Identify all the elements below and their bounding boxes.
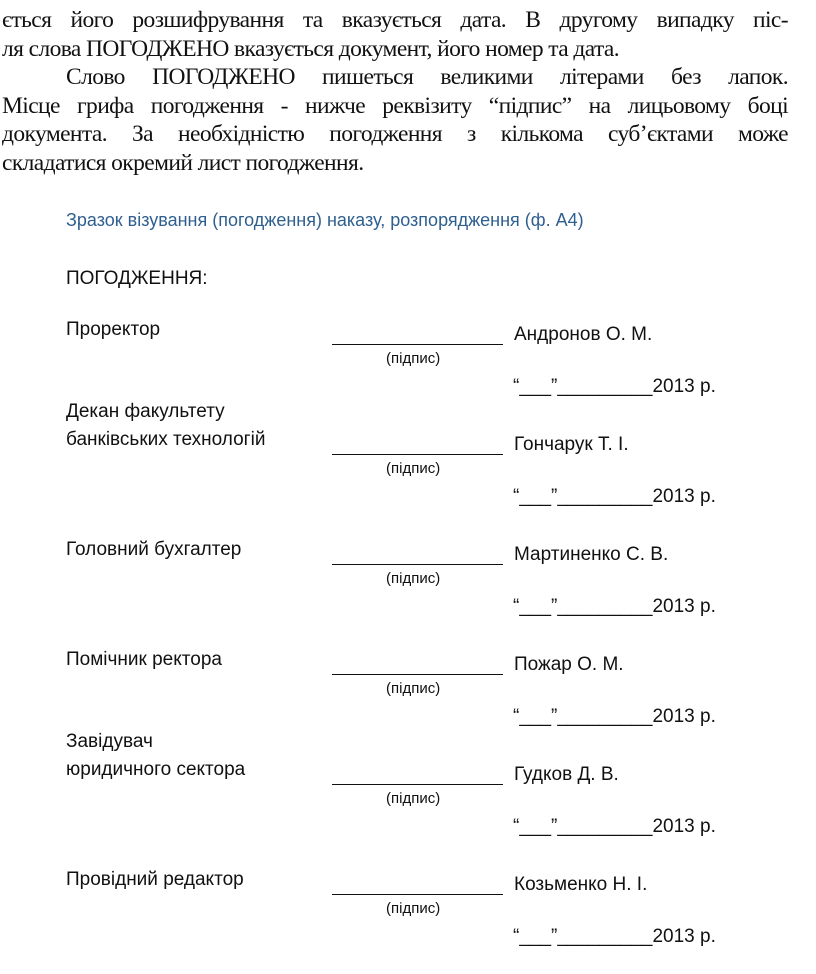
signature-label: (підпис) (386, 900, 441, 917)
approver-name: Гудков Д. В. (514, 764, 619, 785)
signature-line (332, 564, 503, 565)
approver-name: Гончарук Т. І. (514, 434, 629, 455)
text-line: ється його розшифрування та вказується д… (2, 7, 789, 33)
position-line: Помічник ректора (66, 649, 222, 670)
signature-label: (підпис) (386, 790, 441, 807)
approval-date: “___”_________2013 р. (513, 706, 716, 727)
approval-block: Проректор Андронов О. М. (підпис) “___”_… (0, 319, 816, 424)
approval-block: Декан факультету банківських технологій Г… (0, 401, 816, 534)
approver-position: Проректор (66, 316, 160, 344)
position-line: юридичного сектора (66, 759, 246, 780)
approver-position: Помічник ректора (66, 646, 222, 674)
approval-block: Провідний редактор Козьменко Н. І. (підп… (0, 869, 816, 974)
approver-position: Завідувач юридичного сектора (66, 728, 245, 784)
signature-line (332, 454, 503, 455)
approval-date: “___”_________2013 р. (513, 376, 716, 397)
signature-line (332, 344, 503, 345)
approval-heading: ПОГОДЖЕННЯ: (66, 268, 208, 289)
signature-label: (підпис) (386, 460, 441, 477)
text-line: Місце грифа погодження - нижче реквізиту… (2, 92, 789, 119)
text-line: Слово ПОГОДЖЕНО пишеться великими літера… (66, 64, 789, 91)
text-line: документа. За необхідністю погодження з … (2, 121, 789, 148)
approver-position: Провідний редактор (66, 866, 244, 894)
position-line: Проректор (66, 319, 161, 340)
approval-date: “___”_________2013 р. (513, 596, 716, 617)
approver-name: Пожар О. М. (514, 654, 624, 675)
signature-label: (підпис) (386, 570, 441, 587)
approver-name: Козьменко Н. І. (514, 874, 648, 895)
position-line: Головний бухгалтер (66, 539, 242, 560)
approver-position: Декан факультету банківських технологій (66, 398, 265, 454)
text-line: ля слова ПОГОДЖЕНО вказується документ, … (2, 35, 620, 62)
approval-block: Завідувач юридичного сектора Гудков Д. В.… (0, 731, 816, 864)
approval-date: “___”_________2013 р. (513, 486, 716, 507)
approval-date: “___”_________2013 р. (513, 926, 716, 947)
signature-line (332, 894, 503, 895)
intro-paragraph: ється його розшифрування та вказується д… (2, 6, 789, 178)
approver-name: Мартиненко С. В. (514, 544, 669, 565)
approval-block: Помічник ректора Пожар О. М. (підпис) “_… (0, 649, 816, 754)
position-line: Завідувач (66, 731, 153, 752)
position-line: банківських технологій (66, 429, 266, 450)
approval-date: “___”_________2013 р. (513, 816, 716, 837)
position-line: Провідний редактор (66, 869, 244, 890)
text-line: складатися окремий лист погодження. (2, 149, 364, 176)
signature-label: (підпис) (386, 350, 441, 367)
signature-label: (підпис) (386, 680, 441, 697)
signature-line (332, 784, 503, 785)
approval-block: Головний бухгалтер Мартиненко С. В. (під… (0, 539, 816, 644)
approver-position: Головний бухгалтер (66, 536, 241, 564)
sample-caption: Зразок візування (погодження) наказу, ро… (66, 210, 584, 230)
position-line: Декан факультету (66, 401, 225, 422)
approver-name: Андронов О. М. (514, 324, 653, 345)
signature-line (332, 674, 503, 675)
